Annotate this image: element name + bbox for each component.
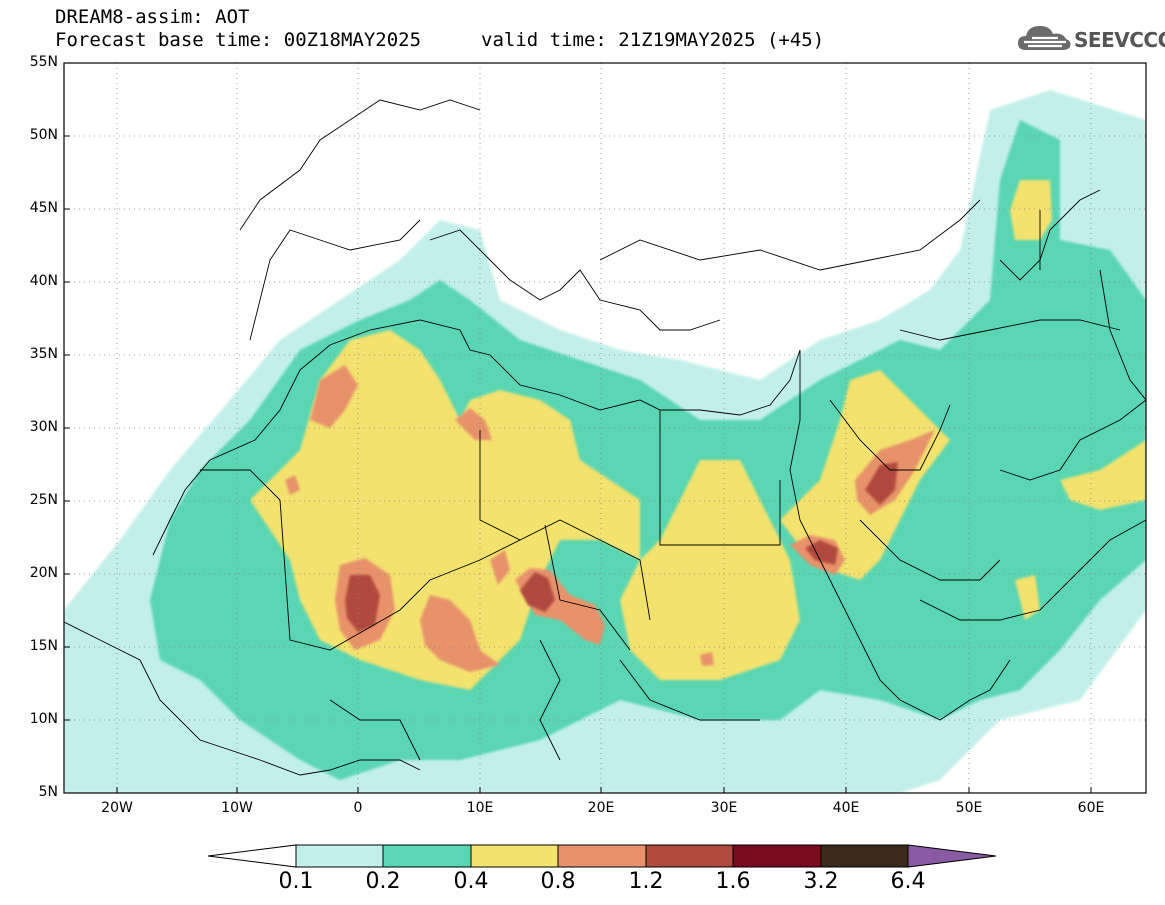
x-tick-label: 40E bbox=[832, 800, 860, 816]
valid-time: valid time: 21Z19MAY2025 (+45) bbox=[481, 29, 825, 51]
x-tick-label: 0 bbox=[353, 800, 363, 816]
colorbar-bin bbox=[557, 844, 647, 868]
colorbar-under-arrow bbox=[207, 844, 297, 868]
y-tick-label: 25N bbox=[29, 492, 58, 508]
colorbar-label: 3.2 bbox=[803, 869, 839, 894]
colorbar-bin bbox=[732, 844, 822, 868]
colorbar-label: 0.4 bbox=[453, 869, 489, 894]
chart-title: DREAM8-assim: AOT bbox=[55, 6, 250, 28]
x-tick-label: 10E bbox=[466, 800, 494, 816]
y-tick-label: 35N bbox=[29, 346, 58, 362]
colorbar-over-arrow bbox=[907, 844, 997, 868]
colorbar-bin bbox=[470, 844, 559, 868]
colorbar-bin bbox=[645, 844, 734, 868]
x-tick-label: 20W bbox=[101, 800, 133, 816]
coastlines bbox=[64, 99, 1146, 776]
x-tick-label: 20E bbox=[587, 800, 615, 816]
x-tick-label: 10W bbox=[221, 800, 253, 816]
x-tick-label: 50E bbox=[955, 800, 983, 816]
colorbar bbox=[207, 844, 997, 868]
colorbar-label: 1.2 bbox=[628, 869, 664, 894]
colorbar-label: 0.8 bbox=[540, 869, 576, 894]
y-tick-label: 30N bbox=[29, 419, 58, 435]
x-tick-label: 60E bbox=[1077, 800, 1105, 816]
y-tick-label: 40N bbox=[29, 273, 58, 289]
colorbar-bin bbox=[382, 844, 472, 868]
y-tick-label: 15N bbox=[29, 638, 58, 654]
aot-field bbox=[64, 90, 1146, 793]
y-tick-label: 55N bbox=[29, 54, 58, 70]
y-tick-label: 20N bbox=[29, 565, 58, 581]
y-tick-label: 5N bbox=[38, 784, 58, 800]
colorbar-label: 6.4 bbox=[890, 869, 926, 894]
colorbar-label: 0.1 bbox=[278, 869, 314, 894]
forecast-base-time: Forecast base time: 00Z18MAY2025 bbox=[55, 29, 422, 51]
cloud-icon bbox=[1018, 26, 1071, 50]
x-tick-label: 30E bbox=[710, 800, 738, 816]
y-tick-label: 10N bbox=[29, 711, 58, 727]
y-tick-label: 45N bbox=[29, 200, 58, 216]
colorbar-label: 1.6 bbox=[715, 869, 751, 894]
colorbar-bin bbox=[295, 844, 384, 868]
colorbar-bin bbox=[820, 844, 909, 868]
logo-text: SEEVCCC bbox=[1074, 28, 1165, 52]
seevccc-logo: SEEVCCC bbox=[1016, 20, 1165, 60]
colorbar-label: 0.2 bbox=[365, 869, 401, 894]
y-tick-label: 50N bbox=[29, 127, 58, 143]
graticule bbox=[64, 63, 1146, 793]
